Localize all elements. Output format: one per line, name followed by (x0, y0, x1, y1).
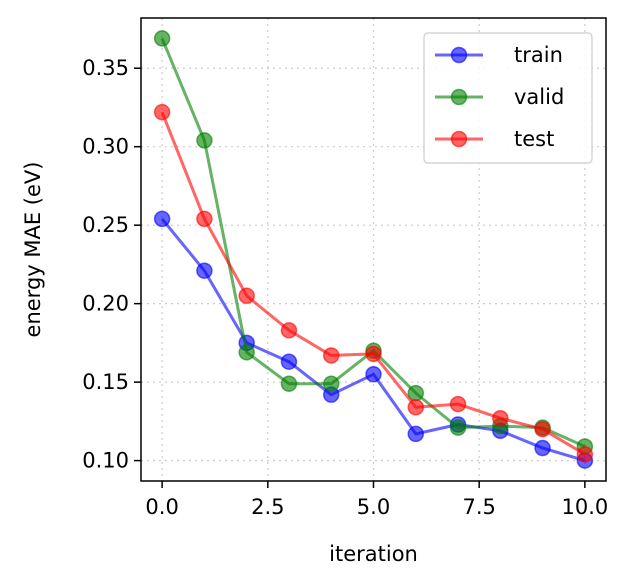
data-point-valid (238, 344, 255, 361)
data-point-valid (449, 419, 467, 436)
data-point-test (492, 409, 509, 427)
data-point-train (153, 210, 171, 228)
legend-label: valid (514, 85, 564, 109)
legend-swatch-marker (450, 46, 468, 64)
data-point-train (196, 262, 213, 279)
data-point-train (280, 353, 298, 370)
data-point-test (280, 322, 298, 339)
y-tick-label: 0.25 (82, 213, 129, 237)
x-tick-label: 7.5 (462, 495, 495, 519)
x-tick-label: 10.0 (561, 495, 608, 519)
y-tick-label: 0.20 (82, 292, 129, 316)
y-tick-label: 0.35 (82, 56, 129, 80)
y-tick-label: 0.10 (82, 449, 129, 473)
data-point-train (365, 366, 382, 383)
x-tick-label: 2.5 (251, 495, 284, 519)
data-point-test (407, 398, 425, 416)
x-axis-title: iteration (329, 542, 418, 566)
data-point-test (153, 103, 171, 121)
data-point-test (238, 287, 255, 305)
legend-label: train (514, 43, 563, 67)
legend-swatch-marker (450, 130, 468, 148)
legend-item-train: train (435, 43, 563, 67)
data-point-train (534, 439, 551, 457)
data-point-valid (280, 375, 298, 392)
data-point-test (322, 347, 340, 364)
series-layer (153, 30, 594, 469)
data-point-test (534, 420, 551, 438)
data-point-test (576, 446, 594, 463)
data-point-test (365, 345, 382, 363)
data-point-valid (153, 30, 171, 47)
y-axis-title: energy MAE (eV) (21, 162, 45, 338)
legend-swatch-marker (450, 88, 468, 106)
legend-box (423, 32, 593, 164)
legend: train valid test (423, 32, 593, 164)
data-point-valid (322, 375, 340, 392)
data-point-test (449, 395, 467, 413)
data-point-train (407, 425, 425, 443)
y-tick-label: 0.30 (82, 135, 129, 159)
legend-label: test (514, 127, 554, 151)
legend-item-valid: valid (435, 85, 564, 109)
x-tick-label: 0.0 (145, 495, 178, 519)
series-test (153, 103, 594, 463)
data-point-valid (196, 132, 213, 149)
grid (141, 18, 606, 481)
axis-ticks: 0.0 2.5 5.0 7.5 10.0 0.10 0.15 0.20 0.25 0.30 0.35 (82, 56, 608, 519)
legend-item-test: test (435, 127, 554, 151)
x-tick-label: 5.0 (357, 495, 390, 519)
y-tick-label: 0.15 (82, 370, 129, 394)
data-point-test (196, 210, 213, 228)
